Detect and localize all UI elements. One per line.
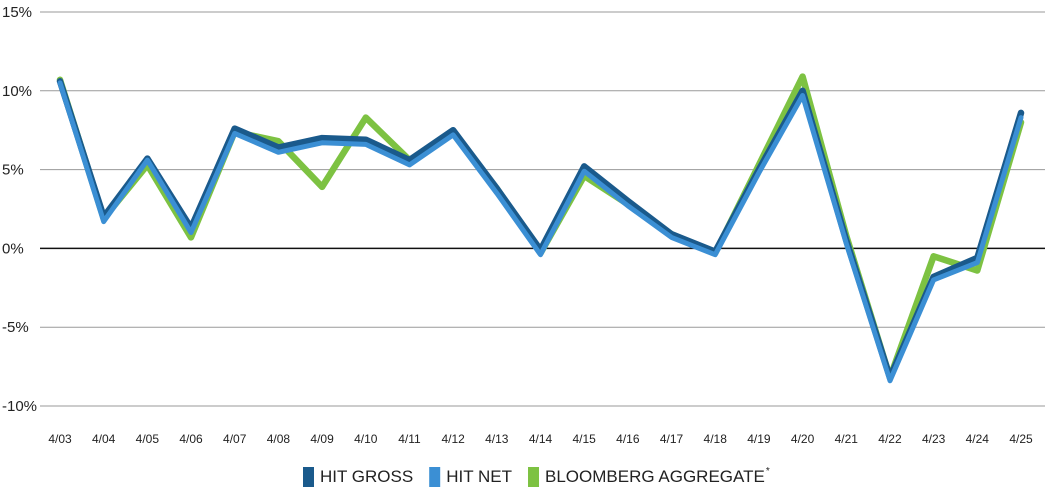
y-tick-label: -10% — [2, 398, 37, 415]
x-tick-label: 4/04 — [92, 432, 116, 446]
legend-label: HIT GROSS — [320, 467, 413, 486]
x-tick-label: 4/17 — [660, 432, 684, 446]
y-tick-label: -5% — [2, 319, 29, 336]
x-tick-label: 4/25 — [1009, 432, 1033, 446]
x-tick-label: 4/24 — [966, 432, 990, 446]
x-tick-label: 4/13 — [485, 432, 509, 446]
legend-swatch — [528, 467, 540, 487]
x-tick-label: 4/03 — [48, 432, 72, 446]
x-tick-label: 4/18 — [704, 432, 728, 446]
x-tick-label: 4/11 — [398, 432, 421, 446]
x-tick-label: 4/15 — [573, 432, 597, 446]
legend-swatch — [429, 467, 441, 487]
y-tick-label: 5% — [2, 162, 24, 179]
x-tick-label: 4/19 — [747, 432, 771, 446]
legend-swatch — [303, 467, 314, 487]
legend-label: BLOOMBERG AGGREGATE — [545, 467, 765, 486]
y-tick-label: 10% — [2, 83, 32, 100]
x-tick-label: 4/21 — [835, 432, 859, 446]
x-tick-label: 4/16 — [616, 432, 640, 446]
x-tick-label: 4/22 — [878, 432, 902, 446]
series-line-hit-net — [57, 80, 1024, 384]
x-tick-label: 4/06 — [179, 432, 203, 446]
x-tick-label: 4/14 — [529, 432, 553, 446]
legend-label: HIT NET — [446, 467, 512, 486]
legend: HIT GROSS HIT NET BLOOMBERG AGGREGATE * — [303, 466, 770, 487]
x-tick-label: 4/20 — [791, 432, 815, 446]
x-tick-label: 4/07 — [223, 432, 247, 446]
x-tick-label: 4/09 — [310, 432, 334, 446]
x-tick-label: 4/23 — [922, 432, 946, 446]
legend-footnote-marker: * — [766, 466, 770, 477]
x-tick-label: 4/08 — [267, 432, 291, 446]
x-tick-label: 4/10 — [354, 432, 378, 446]
x-tick-label: 4/05 — [136, 432, 160, 446]
y-tick-label: 0% — [2, 240, 24, 257]
x-tick-label: 4/12 — [441, 432, 465, 446]
y-tick-label: 15% — [2, 4, 32, 21]
